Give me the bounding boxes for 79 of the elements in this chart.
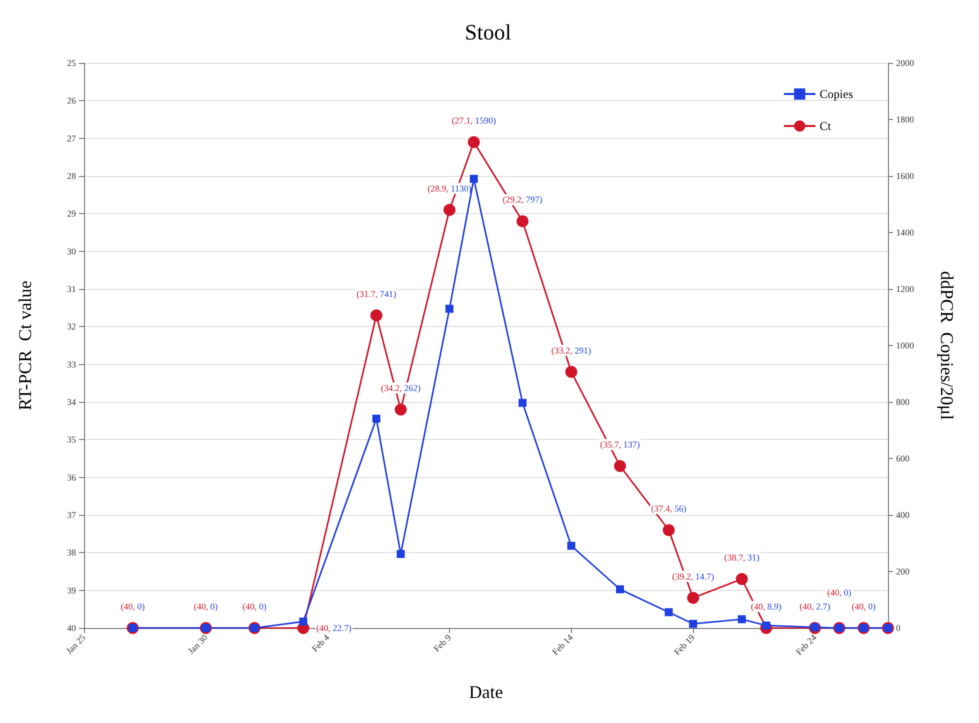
y2-axis-title: ddPCR Copies/20μl (937, 271, 957, 420)
data-label: (37.4, 56) (651, 504, 686, 514)
x-tick-label: Feb 9 (432, 632, 454, 654)
y-tick-label: 35 (67, 434, 76, 445)
point (565, 366, 578, 378)
y-tick-label: 25 (67, 58, 76, 68)
y-tick-label: 29 (67, 208, 76, 219)
data-label: (33.2, 291) (551, 345, 592, 356)
x-tick-label: Feb 4 (310, 632, 332, 654)
y2-tick-label: 2000 (896, 58, 914, 68)
point (370, 309, 382, 322)
point (516, 215, 529, 228)
y2-tick-label: 200 (896, 566, 910, 576)
legend-label: Copies (820, 87, 854, 101)
point (689, 620, 698, 628)
x-tick-label: Feb 14 (550, 632, 576, 658)
point (687, 592, 700, 604)
data-label: (31.7, 741) (356, 288, 396, 299)
y-tick-label: 32 (67, 322, 76, 332)
y-tick-label: 40 (67, 623, 76, 633)
y-tick-label: 37 (67, 510, 76, 520)
chart-title: Stool (464, 20, 512, 44)
x-tick-label: Feb 19 (672, 632, 697, 658)
data-label: (39.2, 14.7) (672, 571, 714, 582)
y2-tick-label: 1800 (896, 114, 914, 124)
y-tick-label: 33 (67, 359, 76, 370)
data-label: (27.1, 1590) (452, 116, 496, 126)
x-tick-label: Jan 30 (186, 632, 210, 656)
x-tick-label: Feb 24 (794, 632, 819, 658)
y2-tick-label: 0 (896, 623, 901, 633)
point (299, 618, 308, 626)
point (518, 398, 527, 407)
y2-tick-label: 400 (896, 510, 910, 520)
y-tick-label: 38 (67, 548, 76, 558)
y-tick-label: 34 (67, 397, 76, 407)
point (470, 174, 478, 183)
point (664, 608, 673, 616)
data-label: (40, 22.7) (316, 623, 352, 633)
point (662, 524, 675, 536)
y2-tick-label: 1000 (896, 340, 914, 350)
data-label: (40, 0) (827, 588, 852, 598)
x-tick-label: Jan 25 (64, 632, 88, 656)
legend-label: Ct (820, 119, 832, 133)
data-label: (40, 0) (852, 602, 876, 612)
data-label: (34.2, 262) (380, 383, 421, 394)
data-label: (38.7, 31) (724, 552, 760, 563)
y-tick-label: 31 (67, 284, 76, 294)
point (396, 550, 405, 558)
y-tick-label: 36 (67, 472, 76, 482)
data-label: (40, 0) (242, 602, 267, 612)
data-label: (40, 2.7) (800, 602, 830, 612)
point (738, 615, 746, 624)
y-tick-label: 27 (67, 133, 76, 144)
data-label: (40, 0) (120, 602, 145, 612)
y-tick-label: 28 (67, 171, 76, 181)
data-label: (29.2, 797) (502, 194, 542, 205)
data-label: (28.9, 1130) (428, 183, 472, 194)
data-label: (40, 8.9) (750, 602, 782, 612)
point (567, 542, 576, 550)
point (443, 204, 456, 216)
y2-tick-label: 600 (896, 454, 910, 464)
point (394, 404, 407, 416)
point (372, 414, 380, 423)
y-tick-label: 30 (67, 246, 76, 256)
y2-tick-label: 1600 (896, 171, 914, 181)
y-tick-label: 26 (67, 96, 76, 106)
y2-tick-label: 1200 (896, 284, 914, 294)
point (445, 304, 454, 313)
point (468, 136, 480, 148)
data-label: (40, 0) (194, 602, 218, 612)
point (616, 585, 624, 594)
point (736, 573, 748, 586)
y2-tick-label: 800 (896, 397, 910, 407)
data-label: (35.7, 137) (600, 440, 640, 450)
point (614, 460, 626, 472)
y2-tick-label: 1400 (896, 228, 914, 238)
y-axis-title: RT-PCR Ct value (15, 280, 35, 410)
x-axis-title: Date (469, 682, 503, 702)
y-tick-label: 39 (67, 585, 76, 596)
